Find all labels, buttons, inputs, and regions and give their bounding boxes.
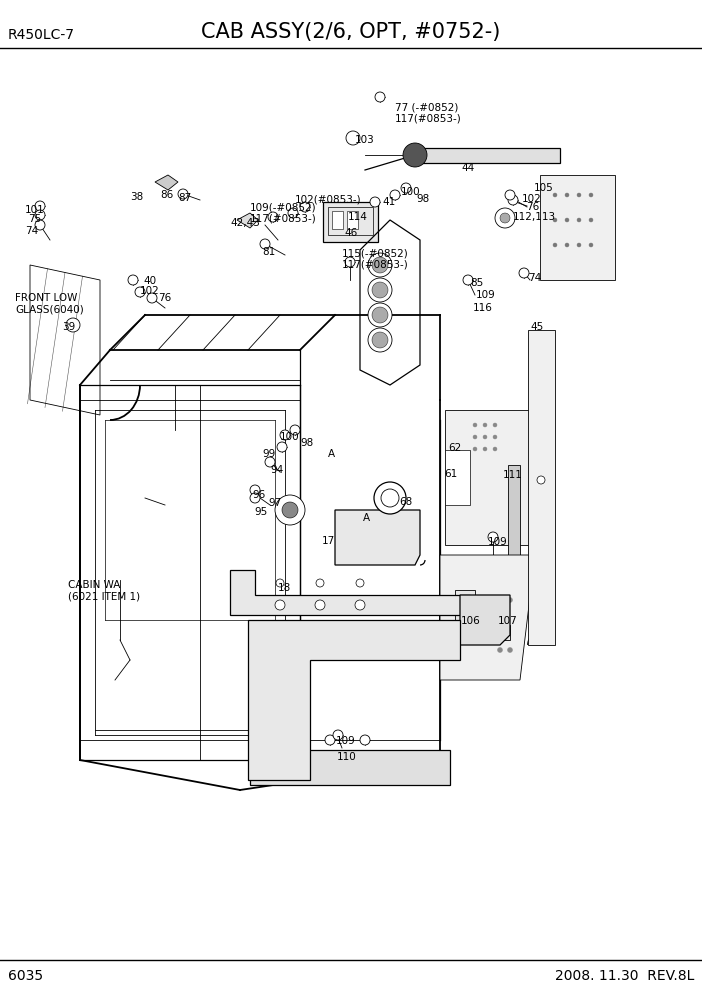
Text: 18: 18: [278, 583, 291, 593]
Text: 116: 116: [473, 303, 493, 313]
Circle shape: [128, 275, 138, 285]
Text: 109: 109: [476, 290, 496, 300]
Circle shape: [498, 648, 503, 653]
Bar: [323, 202, 378, 242]
Circle shape: [473, 423, 477, 427]
Circle shape: [483, 447, 487, 451]
Circle shape: [565, 218, 569, 222]
Circle shape: [473, 435, 477, 439]
Text: 77 (-#0852)
117(#0853-): 77 (-#0852) 117(#0853-): [395, 102, 462, 124]
Text: 42,43: 42,43: [230, 218, 260, 228]
Circle shape: [178, 189, 188, 199]
Circle shape: [265, 457, 275, 467]
Text: 102: 102: [140, 286, 160, 296]
Circle shape: [325, 735, 335, 745]
Text: 109: 109: [336, 736, 356, 746]
Circle shape: [553, 218, 557, 222]
Circle shape: [553, 243, 557, 247]
Circle shape: [577, 193, 581, 197]
Circle shape: [370, 197, 380, 207]
Text: A: A: [363, 513, 370, 523]
Text: 40: 40: [143, 276, 156, 286]
Polygon shape: [237, 213, 258, 228]
Polygon shape: [248, 620, 460, 780]
Circle shape: [268, 212, 278, 222]
Text: 107: 107: [498, 616, 518, 626]
Circle shape: [135, 287, 145, 297]
Text: 98: 98: [300, 438, 313, 448]
Circle shape: [390, 190, 400, 200]
Circle shape: [300, 202, 310, 212]
Text: 110: 110: [337, 752, 357, 762]
Text: 106: 106: [461, 616, 481, 626]
Text: 46: 46: [344, 228, 357, 238]
Text: 96: 96: [252, 490, 265, 500]
Text: 61: 61: [444, 469, 457, 479]
Circle shape: [260, 239, 270, 249]
Text: 111: 111: [503, 470, 523, 480]
Text: 38: 38: [130, 192, 143, 202]
Circle shape: [401, 183, 411, 193]
Text: 76: 76: [526, 202, 539, 212]
Polygon shape: [440, 555, 535, 680]
Text: 2008. 11.30  REV.8L: 2008. 11.30 REV.8L: [555, 969, 694, 983]
Text: 85: 85: [470, 278, 483, 288]
Polygon shape: [230, 570, 470, 615]
Circle shape: [483, 435, 487, 439]
Circle shape: [288, 208, 298, 218]
Circle shape: [493, 423, 497, 427]
Circle shape: [483, 423, 487, 427]
Text: 17: 17: [322, 536, 336, 546]
Text: 81: 81: [262, 247, 275, 257]
Text: 44: 44: [461, 163, 475, 173]
Circle shape: [280, 430, 290, 440]
Circle shape: [345, 257, 355, 267]
Polygon shape: [455, 590, 510, 640]
Circle shape: [577, 218, 581, 222]
Text: 109: 109: [488, 537, 508, 547]
Circle shape: [68, 320, 78, 330]
Circle shape: [375, 92, 385, 102]
Circle shape: [589, 218, 593, 222]
Circle shape: [553, 193, 557, 197]
Polygon shape: [415, 148, 560, 163]
Circle shape: [372, 282, 388, 298]
Text: 76: 76: [158, 293, 171, 303]
Circle shape: [537, 476, 545, 484]
Circle shape: [577, 243, 581, 247]
Circle shape: [505, 190, 515, 200]
Circle shape: [372, 257, 388, 273]
Bar: [508, 465, 520, 555]
Circle shape: [277, 442, 287, 452]
Text: 62: 62: [448, 443, 461, 453]
Circle shape: [250, 493, 260, 503]
Circle shape: [356, 579, 364, 587]
Bar: [445, 450, 470, 505]
Text: 86: 86: [160, 190, 173, 200]
Text: 94: 94: [270, 465, 283, 475]
Circle shape: [589, 243, 593, 247]
Text: CAB ASSY(2/6, OPT, #0752-): CAB ASSY(2/6, OPT, #0752-): [201, 22, 501, 42]
Text: 68: 68: [399, 497, 412, 507]
Text: 74: 74: [528, 273, 541, 283]
Polygon shape: [460, 595, 510, 645]
Circle shape: [493, 435, 497, 439]
Text: 115(-#0852)
117(#0853-): 115(-#0852) 117(#0853-): [342, 248, 409, 270]
Circle shape: [147, 293, 157, 303]
Text: 95: 95: [254, 507, 267, 517]
Circle shape: [35, 201, 45, 211]
Circle shape: [348, 133, 358, 143]
Circle shape: [333, 730, 343, 740]
Circle shape: [35, 220, 45, 230]
Circle shape: [368, 278, 392, 302]
Bar: [332, 211, 343, 229]
Circle shape: [472, 630, 478, 636]
Text: 109(-#0852)
117(#0853-): 109(-#0852) 117(#0853-): [250, 202, 317, 223]
Circle shape: [316, 579, 324, 587]
Bar: [445, 410, 535, 545]
Polygon shape: [528, 330, 555, 645]
Circle shape: [372, 307, 388, 323]
Polygon shape: [155, 175, 178, 190]
Circle shape: [346, 131, 360, 145]
Circle shape: [275, 495, 305, 525]
